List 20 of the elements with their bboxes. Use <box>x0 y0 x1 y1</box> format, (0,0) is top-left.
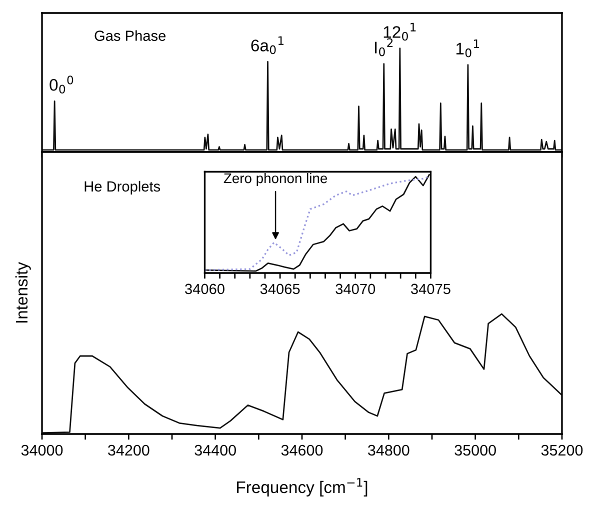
annotation: 0$_{0}$$^{0}$ <box>50 76 74 94</box>
x-tick-label: 34075 <box>410 284 450 294</box>
annotation: 6a$_{0}$$^{1}$ <box>251 36 284 54</box>
x-tick-label: 34200 <box>108 444 150 456</box>
x-tick-label: 34060 <box>185 284 224 294</box>
x-tick-label: 34600 <box>281 444 323 456</box>
x-tick-label: 34400 <box>194 444 236 456</box>
y-axis-title: Intensity <box>15 262 31 322</box>
x-tick-label: 35200 <box>541 444 583 456</box>
x-axis-title: Frequency [cm$^{−1}$] <box>237 478 368 496</box>
text: He Droplets <box>84 180 160 194</box>
annotation: Zero phonon line <box>224 172 328 186</box>
annotation: 1$_{0}$$^{1}$ <box>456 39 480 58</box>
annotation: I$_{0}$$^{2}$ <box>375 38 393 56</box>
x-tick-label: 34070 <box>336 284 376 294</box>
x-tick-label: 35000 <box>454 444 496 456</box>
text: Gas Phase <box>94 30 166 41</box>
x-tick-label: 34000 <box>21 444 63 456</box>
x-tick-label: 34800 <box>368 444 410 456</box>
x-tick-label: 34065 <box>260 284 300 294</box>
